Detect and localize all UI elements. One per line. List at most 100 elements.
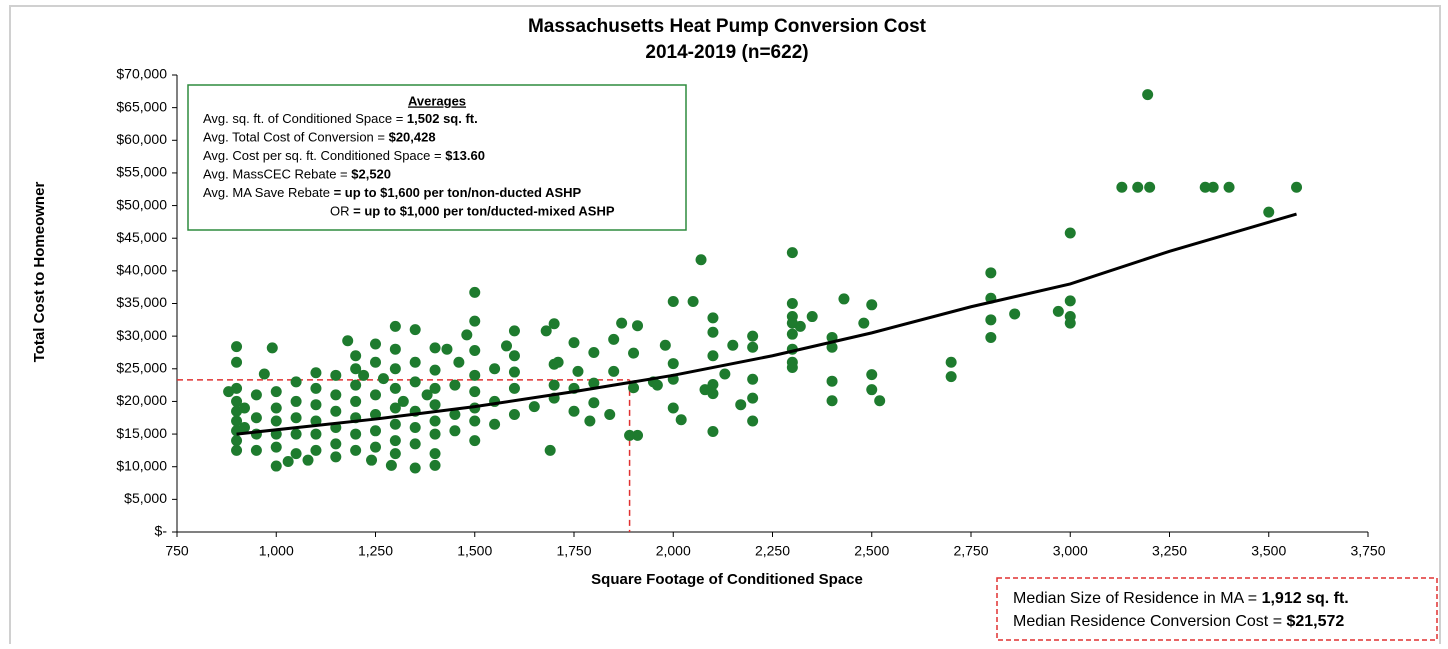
scatter-point [1291, 181, 1303, 193]
scatter-point [616, 317, 628, 329]
median-box [996, 577, 1438, 641]
averages-text: Avg. MA Save Rebate [203, 185, 334, 200]
scatter-point [489, 363, 501, 375]
scatter-point [624, 429, 636, 441]
scatter-point [1064, 317, 1076, 329]
averages-text: OR [330, 204, 353, 219]
scatter-point [366, 454, 378, 466]
scatter-point [489, 418, 501, 430]
scatter-point [370, 356, 381, 368]
averages-line: Avg. Cost per sq. ft. Conditioned Space … [203, 148, 485, 163]
scatter-point [290, 412, 302, 424]
averages-line: Avg. sq. ft. of Conditioned Space = 1,50… [203, 111, 478, 126]
averages-text: Avg. Total Cost of Conversion = [203, 130, 389, 145]
scatter-point [270, 386, 282, 398]
scatter-point [588, 377, 600, 389]
scatter-point [231, 395, 243, 407]
averages-line: OR = up to $1,000 per ton/ducted-mixed A… [330, 204, 615, 219]
x-tick-label: 2,250 [755, 543, 790, 559]
scatter-point [250, 389, 262, 401]
y-tick-label: $- [155, 523, 168, 539]
scatter-point [695, 254, 707, 266]
scatter-point [330, 405, 342, 417]
scatter-point [377, 373, 389, 385]
scatter-point [266, 342, 278, 354]
averages-value: = up to $1,000 per ton/ducted-mixed ASHP [353, 204, 615, 219]
scatter-point [389, 435, 401, 447]
scatter-point [707, 312, 719, 324]
scatter-point [231, 341, 243, 353]
chart-title: Massachusetts Heat Pump Conversion Cost [528, 16, 927, 37]
scatter-point [453, 356, 465, 368]
scatter-point [985, 267, 997, 279]
median-text: Median Residence Conversion Cost = [1013, 613, 1286, 630]
averages-line: Avg. Total Cost of Conversion = $20,428 [203, 130, 436, 145]
scatter-point [747, 392, 759, 404]
scatter-point [389, 418, 401, 430]
scatter-point [409, 462, 421, 474]
scatter-point [389, 382, 401, 394]
scatter-point [568, 337, 580, 349]
scatter-point [786, 247, 798, 259]
scatter-point [350, 379, 362, 391]
scatter-point [548, 379, 560, 391]
scatter-point [409, 438, 421, 450]
scatter-point [838, 293, 850, 305]
y-tick-label: $40,000 [116, 262, 167, 278]
scatter-point [1009, 308, 1021, 320]
scatter-point [508, 408, 520, 420]
averages-value: = up to $1,600 per ton/non-ducted ASHP [334, 185, 582, 200]
scatter-point [370, 425, 381, 437]
scatter-point [866, 299, 878, 311]
scatter-point [544, 444, 556, 456]
scatter-point [628, 347, 640, 359]
scatter-point [1052, 305, 1064, 317]
averages-heading: Averages [408, 93, 466, 108]
scatter-point [588, 397, 600, 409]
scatter-point [806, 311, 818, 323]
y-tick-label: $70,000 [116, 66, 167, 82]
scatter-point [429, 459, 441, 471]
scatter-point [409, 422, 421, 434]
scatter-point [584, 415, 596, 427]
scatter-point [350, 428, 362, 440]
scatter-point [735, 399, 747, 411]
scatter-point [747, 330, 759, 342]
scatter-point [945, 356, 957, 368]
x-tick-label: 750 [165, 543, 189, 559]
scatter-point [1263, 206, 1275, 218]
scatter-point [429, 415, 441, 427]
y-tick-label: $5,000 [124, 490, 167, 506]
scatter-point [350, 444, 362, 456]
y-tick-label: $55,000 [116, 164, 167, 180]
scatter-point [719, 368, 731, 380]
scatter-point [231, 405, 243, 417]
averages-text: Avg. Cost per sq. ft. Conditioned Space … [203, 148, 445, 163]
y-tick-label: $30,000 [116, 327, 167, 343]
scatter-point [786, 361, 798, 373]
scatter-point [1116, 181, 1128, 193]
scatter-point [1142, 89, 1154, 101]
scatter-point [429, 428, 441, 440]
x-tick-label: 3,000 [1053, 543, 1088, 559]
scatter-point [786, 317, 798, 329]
scatter-point [421, 389, 433, 401]
x-tick-label: 3,250 [1152, 543, 1187, 559]
y-tick-label: $15,000 [116, 425, 167, 441]
scatter-point [540, 325, 552, 337]
scatter-point [330, 389, 342, 401]
scatter-point [429, 342, 441, 354]
scatter-point [409, 324, 421, 336]
scatter-point [528, 401, 540, 413]
scatter-point [985, 314, 997, 326]
scatter-point [330, 369, 342, 381]
scatter-point [1144, 181, 1156, 193]
averages-line: Avg. MA Save Rebate = up to $1,600 per t… [203, 185, 582, 200]
scatter-point [310, 382, 322, 394]
averages-value: $20,428 [389, 130, 436, 145]
averages-text: Avg. MassCEC Rebate = [203, 167, 351, 182]
y-tick-label: $10,000 [116, 457, 167, 473]
scatter-point [342, 335, 354, 347]
scatter-point [707, 326, 719, 338]
scatter-point [330, 438, 342, 450]
